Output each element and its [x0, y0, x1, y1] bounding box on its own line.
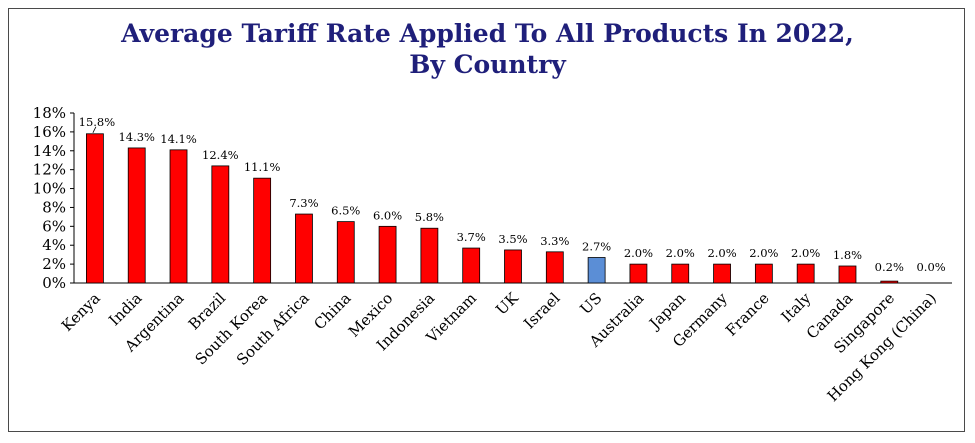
data-label: 7.3% [289, 196, 318, 210]
data-label: 2.0% [749, 246, 778, 260]
data-label: 2.0% [707, 246, 736, 260]
bars [86, 133, 899, 284]
data-label: 3.5% [498, 232, 527, 246]
data-label: 3.3% [540, 234, 569, 248]
bar-brazil [211, 165, 230, 284]
data-label: 15.8% [79, 115, 116, 129]
chart-title-line-2: By Country [409, 50, 566, 79]
bar-us [587, 257, 606, 284]
y-tick-label: 14% [33, 142, 66, 160]
y-tick-label: 10% [33, 180, 66, 198]
data-label: 0.0% [916, 260, 945, 274]
y-tick-label: 8% [42, 198, 66, 216]
x-tick-label: Italy [778, 289, 815, 326]
data-label: 14.1% [160, 132, 197, 146]
data-labels: 15.8%14.3% 14.1% 12.4% 11.1% 7.3% 6.5% 6.0% 5.8… [79, 115, 946, 274]
y-tick-label: 0% [42, 274, 66, 292]
data-label: 14.3% [118, 130, 155, 144]
x-tick-label: Israel [520, 289, 564, 333]
y-tick-label: 2% [42, 255, 66, 273]
bar-france [754, 263, 773, 284]
leader-line [92, 126, 97, 133]
data-label: 2.0% [791, 246, 820, 260]
data-label: 6.5% [331, 204, 360, 218]
data-label: 6.0% [373, 208, 402, 222]
bar-south-africa [295, 213, 313, 284]
data-label: 5.8% [415, 210, 444, 224]
bar-australia [629, 263, 648, 284]
y-tick-label: 4% [42, 236, 66, 254]
bar-kenya [86, 133, 104, 284]
bar-italy [796, 263, 815, 284]
chart-title-line-1: Average Tariff Rate Applied To All Produ… [121, 19, 854, 48]
y-tick-label: 12% [33, 161, 66, 179]
bar-vietnam [462, 247, 481, 284]
data-label: 2.0% [624, 246, 653, 260]
bar-uk [504, 249, 522, 284]
data-label: 11.1% [244, 160, 281, 174]
bar-mexico [378, 225, 397, 284]
bar-china [336, 221, 355, 284]
bar-canada [838, 265, 857, 284]
bar-germany [713, 263, 731, 284]
x-tick-label: France [722, 289, 773, 340]
bar-singapore [880, 280, 899, 284]
bar-japan [671, 263, 690, 284]
x-tick-label: US [577, 289, 606, 318]
chart-frame [8, 8, 965, 432]
bar-india [127, 147, 146, 284]
data-label: 0.2% [875, 260, 904, 274]
data-label: 3.7% [457, 230, 486, 244]
y-tick-label: 16% [33, 123, 66, 141]
bar-argentina [169, 149, 188, 284]
data-label: 2.7% [582, 240, 611, 254]
x-tick-label: UK [492, 289, 522, 319]
x-tick-label: Kenya [58, 289, 104, 335]
bar-south-korea [253, 177, 272, 284]
y-tick-label: 18% [33, 104, 66, 122]
data-label: 1.8% [833, 248, 862, 262]
bar-israel [545, 251, 564, 284]
y-tick-label: 6% [42, 217, 66, 235]
data-label: 12.4% [202, 148, 239, 162]
chart-title: Average Tariff Rate Applied To All Produ… [0, 18, 975, 80]
data-label: 2.0% [666, 246, 695, 260]
bar-indonesia [420, 227, 439, 284]
